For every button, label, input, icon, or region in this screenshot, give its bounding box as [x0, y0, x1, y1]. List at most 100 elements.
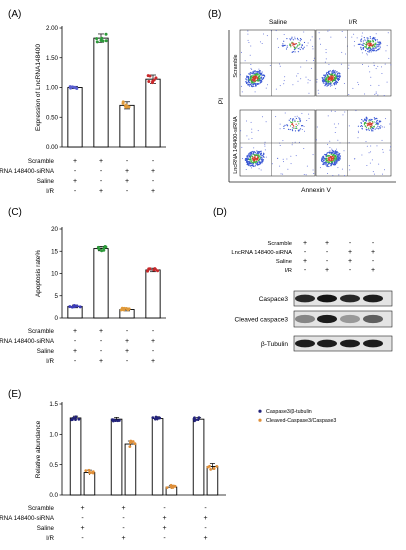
- condition-sign: +: [121, 535, 125, 542]
- data-point: [147, 79, 151, 83]
- condition-sign: +: [162, 515, 166, 522]
- data-point: [169, 483, 173, 487]
- condition-label: LncRNA 148400-siRNA: [0, 515, 55, 522]
- panel-label-e: (E): [8, 389, 21, 400]
- condition-table-a: Scramble + + - - LncRNA 148400-siRNA - - + + Salin…: [0, 158, 155, 195]
- panel-label-c: (C): [8, 207, 22, 218]
- condition-sign: +: [151, 358, 155, 365]
- bar: [192, 418, 205, 496]
- data-point: [209, 467, 213, 471]
- condition-label: Scramble: [28, 505, 55, 512]
- condition-sign: +: [162, 525, 166, 532]
- chart-e: 0.0 0.5 1.0 1.5 Relative abundance Caspase3/β…: [35, 401, 336, 499]
- condition-sign: -: [126, 188, 129, 195]
- condition-sign: -: [74, 188, 77, 195]
- condition-sign: -: [372, 258, 375, 265]
- chart-a: 0.00 0.50 1.00 1.50 2.00 Expression of LncRNA…: [35, 25, 166, 151]
- condition-sign: -: [126, 328, 129, 335]
- legend-entry: Caspase3/β-tubulin: [266, 409, 312, 415]
- data-point: [133, 442, 137, 446]
- flow-col-label-ir: I/R: [349, 19, 358, 26]
- bar: [151, 418, 164, 496]
- data-point: [148, 267, 152, 271]
- data-point: [114, 419, 118, 422]
- condition-label: I/R: [46, 535, 54, 542]
- y-axis-label: Apoptosis rate%: [35, 250, 42, 298]
- condition-sign: -: [100, 338, 103, 345]
- data-point: [70, 305, 74, 309]
- condition-sign: +: [371, 267, 375, 274]
- data-point: [75, 87, 79, 91]
- condition-sign: -: [126, 358, 129, 365]
- data-point: [74, 415, 78, 419]
- flow-plot: [239, 109, 316, 177]
- bar: [83, 472, 96, 496]
- condition-label: I/R: [285, 268, 292, 274]
- data-point: [173, 484, 177, 488]
- blot-band: [295, 339, 315, 348]
- condition-label: Saline: [37, 178, 55, 185]
- bar: [67, 87, 83, 148]
- condition-sign: -: [152, 348, 155, 355]
- data-point: [121, 101, 125, 105]
- data-point: [153, 267, 157, 271]
- data-point: [116, 419, 120, 423]
- band-label: β-Tubulin: [261, 341, 288, 348]
- y-tick-label: 0.0: [49, 492, 58, 499]
- bar: [124, 443, 137, 496]
- data-point: [215, 464, 219, 468]
- data-point: [212, 467, 216, 470]
- condition-sign: -: [204, 525, 207, 532]
- data-point: [68, 305, 72, 309]
- data-point: [158, 416, 162, 420]
- western-blot-panel: Scramble + + - - LncRNA 148400-siRNA - - + + Salin…: [231, 240, 393, 352]
- blot-band: [340, 339, 360, 348]
- condition-label: I/R: [46, 188, 54, 195]
- condition-sign: -: [100, 348, 103, 355]
- data-point: [153, 417, 157, 421]
- chart-c: 0 5 10 15 20 Apoptosis rate%: [35, 226, 166, 322]
- data-point: [104, 32, 108, 36]
- condition-sign: -: [74, 338, 77, 345]
- condition-label: LncRNA 148400-siRNA: [0, 168, 55, 175]
- y-tick-label: 0.50: [46, 114, 59, 121]
- condition-sign: +: [73, 348, 77, 355]
- condition-sign: +: [325, 267, 329, 274]
- data-point: [100, 249, 104, 253]
- condition-sign: +: [73, 328, 77, 335]
- blot-band: [317, 314, 337, 324]
- flow-plot: [315, 109, 392, 177]
- condition-sign: -: [122, 525, 125, 532]
- y-tick-label: 0.5: [49, 462, 58, 469]
- condition-sign: +: [203, 535, 207, 542]
- bar: [145, 78, 161, 148]
- condition-sign: +: [99, 158, 103, 165]
- condition-sign: -: [152, 328, 155, 335]
- data-point: [71, 85, 75, 89]
- condition-sign: -: [304, 249, 307, 256]
- y-tick-label: 0.00: [46, 144, 59, 151]
- condition-sign: -: [349, 267, 352, 274]
- condition-sign: +: [348, 258, 352, 265]
- flow-plot: [239, 29, 316, 97]
- y-tick-label: 1.0: [49, 432, 58, 439]
- y-tick-label: 10: [51, 271, 58, 278]
- data-point: [197, 416, 201, 420]
- condition-label: LncRNA 148400-siRNA: [0, 338, 55, 345]
- condition-sign: -: [74, 168, 77, 175]
- y-tick-label: 1.00: [46, 85, 59, 92]
- data-point: [74, 418, 77, 421]
- condition-sign: +: [151, 188, 155, 195]
- condition-sign: +: [151, 168, 155, 175]
- data-point: [100, 36, 104, 40]
- y-tick-label: 15: [51, 248, 58, 255]
- condition-label: Saline: [37, 348, 55, 355]
- condition-sign: -: [100, 168, 103, 175]
- bar: [93, 248, 109, 319]
- condition-sign: +: [125, 338, 129, 345]
- data-point: [152, 78, 156, 82]
- panel-label-b: (B): [208, 9, 221, 20]
- condition-sign: +: [80, 505, 84, 512]
- condition-sign: -: [349, 240, 352, 247]
- flow-col-label-saline: Saline: [269, 19, 287, 26]
